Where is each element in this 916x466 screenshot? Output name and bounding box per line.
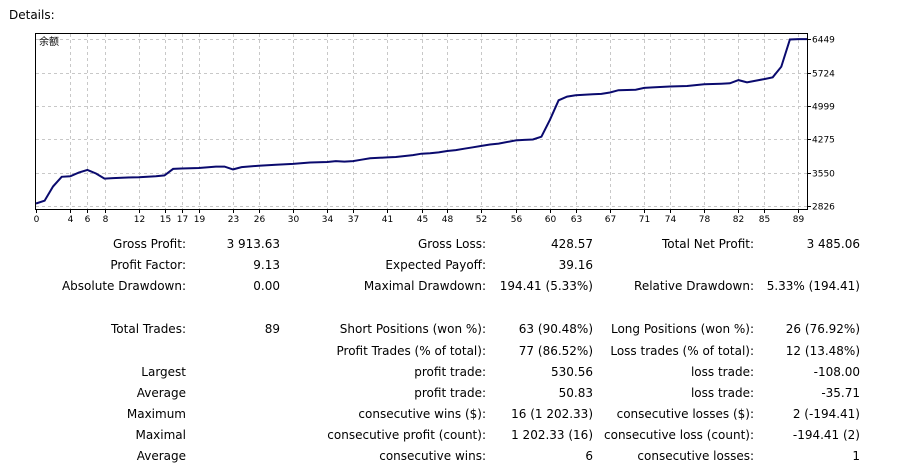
x-tick-label: 78 — [699, 215, 711, 225]
y-tick-label: 5724 — [812, 70, 835, 80]
x-tick-label: 17 — [177, 215, 188, 225]
absolute-drawdown-value: 0.00 — [253, 279, 280, 293]
y-axis: 2826 3550 4275 4999 5724 6449 — [807, 36, 835, 213]
x-tick-label: 4 — [68, 215, 74, 225]
long-positions-label: Long Positions (won %): — [610, 322, 754, 336]
average-loss-trade-value: -35.71 — [821, 386, 860, 400]
max-consecutive-wins-value: 16 (1 202.33) — [511, 407, 593, 421]
balance-series-line — [35, 38, 807, 205]
x-tick-label: 34 — [322, 215, 334, 225]
largest-profit-trade-label: profit trade: — [414, 365, 486, 379]
max-consecutive-losses-value: 2 (-194.41) — [792, 407, 860, 421]
absolute-drawdown-label: Absolute Drawdown: — [61, 279, 186, 293]
maximal-drawdown-label: Maximal Drawdown: — [363, 279, 486, 293]
gross-profit-value: 3 913.63 — [226, 237, 280, 251]
maximal-label: Maximal — [135, 428, 186, 442]
long-positions-value: 26 (76.92%) — [785, 322, 860, 336]
relative-drawdown-label: Relative Drawdown: — [634, 279, 754, 293]
loss-trades-label: Loss trades (% of total): — [610, 344, 754, 358]
max-consecutive-losses-label: consecutive losses ($): — [616, 407, 754, 421]
avg-consecutive-losses-label: consecutive losses: — [637, 449, 754, 463]
maximal-consecutive-profit-label: consecutive profit (count): — [327, 428, 486, 442]
x-tick-label: 26 — [254, 215, 266, 225]
average-label: Average — [136, 386, 186, 400]
y-tick-label: 2826 — [812, 203, 835, 213]
x-tick-label: 85 — [759, 215, 770, 225]
x-tick-label: 6 — [85, 215, 91, 225]
total-trades-label: Total Trades: — [111, 322, 186, 336]
x-tick-label: 12 — [134, 215, 145, 225]
chart-grid — [36, 34, 807, 209]
x-tick-label: 8 — [103, 215, 109, 225]
x-axis: 0 4 6 8 12 15 17 19 23 26 30 34 37 41 45 48 52 56 60 63 67 71… — [34, 209, 805, 225]
maximal-consecutive-loss-label: consecutive loss (count): — [604, 428, 754, 442]
total-trades-value: 89 — [264, 322, 280, 336]
total-net-profit-label: Total Net Profit: — [661, 237, 754, 251]
x-tick-label: 60 — [545, 215, 557, 225]
average-consecutive-label: Average — [136, 449, 186, 463]
x-tick-label: 63 — [571, 215, 582, 225]
maximal-consecutive-loss-value: -194.41 (2) — [792, 428, 860, 442]
gross-loss-value: 428.57 — [551, 237, 593, 251]
balance-chart: 0 4 6 8 12 15 17 19 23 26 30 34 37 41 45 48 52 56 60 63 67 71… — [34, 33, 835, 225]
chart-frame — [35, 33, 808, 210]
avg-consecutive-wins-value: 6 — [585, 449, 593, 463]
maximal-drawdown-value: 194.41 (5.33%) — [499, 279, 593, 293]
x-tick-label: 48 — [442, 215, 454, 225]
y-tick-label: 4999 — [812, 103, 835, 113]
profit-factor-label: Profit Factor: — [110, 258, 186, 272]
x-tick-label: 82 — [733, 215, 744, 225]
total-net-profit-value: 3 485.06 — [806, 237, 860, 251]
x-tick-label: 52 — [476, 215, 487, 225]
x-tick-label: 0 — [34, 215, 40, 225]
average-loss-trade-label: loss trade: — [690, 386, 754, 400]
largest-profit-trade-value: 530.56 — [551, 365, 593, 379]
max-consecutive-wins-label: consecutive wins ($): — [358, 407, 486, 421]
profit-trades-label: Profit Trades (% of total): — [336, 344, 486, 358]
gross-loss-label: Gross Loss: — [418, 237, 486, 251]
y-tick-label: 6449 — [812, 36, 835, 46]
x-tick-label: 74 — [665, 215, 677, 225]
largest-loss-trade-label: loss trade: — [690, 365, 754, 379]
expected-payoff-value: 39.16 — [558, 258, 593, 272]
x-tick-label: 23 — [228, 215, 239, 225]
x-tick-label: 45 — [417, 215, 428, 225]
x-tick-label: 67 — [605, 215, 616, 225]
average-profit-trade-value: 50.83 — [558, 386, 593, 400]
details-title: Details: — [9, 8, 55, 22]
y-tick-label: 3550 — [812, 170, 835, 180]
short-positions-value: 63 (90.48%) — [518, 322, 593, 336]
average-profit-trade-label: profit trade: — [414, 386, 486, 400]
maximal-consecutive-profit-value: 1 202.33 (16) — [511, 428, 593, 442]
expected-payoff-label: Expected Payoff: — [385, 258, 486, 272]
relative-drawdown-value: 5.33% (194.41) — [766, 279, 860, 293]
profit-factor-value: 9.13 — [253, 258, 280, 272]
x-tick-label: 71 — [639, 215, 650, 225]
x-tick-label: 56 — [511, 215, 523, 225]
x-tick-label: 19 — [194, 215, 206, 225]
chart-legend: 余额 — [39, 35, 59, 48]
y-tick-label: 4275 — [812, 136, 835, 146]
largest-loss-trade-value: -108.00 — [813, 365, 860, 379]
x-tick-label: 37 — [348, 215, 359, 225]
short-positions-label: Short Positions (won %): — [339, 322, 486, 336]
x-tick-label: 41 — [382, 215, 393, 225]
maximum-label: Maximum — [126, 407, 186, 421]
avg-consecutive-wins-label: consecutive wins: — [379, 449, 486, 463]
largest-label: Largest — [141, 365, 186, 379]
profit-trades-value: 77 (86.52%) — [518, 344, 593, 358]
loss-trades-value: 12 (13.48%) — [785, 344, 860, 358]
x-tick-label: 30 — [288, 215, 300, 225]
gross-profit-label: Gross Profit: — [113, 237, 186, 251]
x-tick-label: 89 — [793, 215, 805, 225]
avg-consecutive-losses-value: 1 — [852, 449, 860, 463]
x-tick-label: 15 — [160, 215, 171, 225]
